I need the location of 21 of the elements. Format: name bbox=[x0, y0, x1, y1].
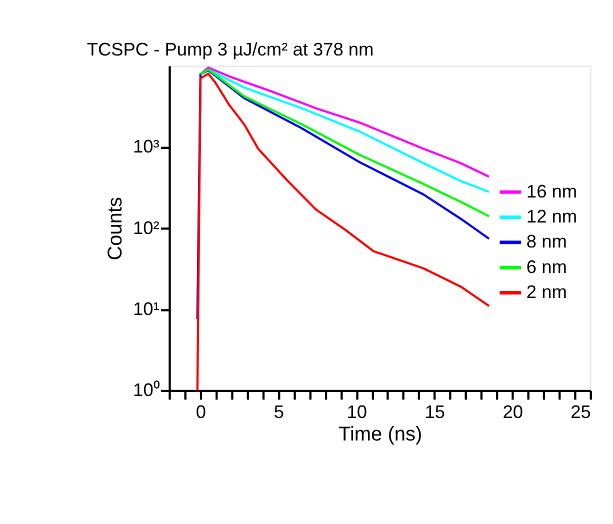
x-tick-label: 15 bbox=[424, 400, 446, 422]
chart-title: TCSPC - Pump 3 µJ/cm² at 378 nm bbox=[86, 38, 374, 60]
x-tick-label: 10 bbox=[346, 400, 368, 422]
legend-label: 6 nm bbox=[526, 256, 567, 277]
y-axis-title: Counts bbox=[104, 196, 127, 260]
x-tick-label: 0 bbox=[196, 400, 206, 422]
line-series bbox=[196, 69, 490, 320]
y-tick-label: 10⁰ bbox=[133, 379, 160, 400]
line-series bbox=[199, 68, 490, 218]
x-axis-title: Time (ns) bbox=[338, 423, 422, 446]
x-tick-label: 20 bbox=[502, 400, 524, 422]
y-tick-label: 10³ bbox=[132, 136, 160, 157]
legend-label: 8 nm bbox=[526, 230, 567, 252]
legend-label: 16 nm bbox=[526, 180, 578, 202]
x-tick-label: 25 bbox=[570, 400, 591, 422]
legend-label: 12 nm bbox=[526, 205, 578, 226]
legend-label: 2 nm bbox=[526, 280, 567, 302]
line-series bbox=[196, 72, 490, 391]
y-tick-label: 10¹ bbox=[132, 298, 160, 319]
y-tick-label: 10² bbox=[132, 216, 160, 238]
x-tick-label: 5 bbox=[274, 400, 284, 422]
